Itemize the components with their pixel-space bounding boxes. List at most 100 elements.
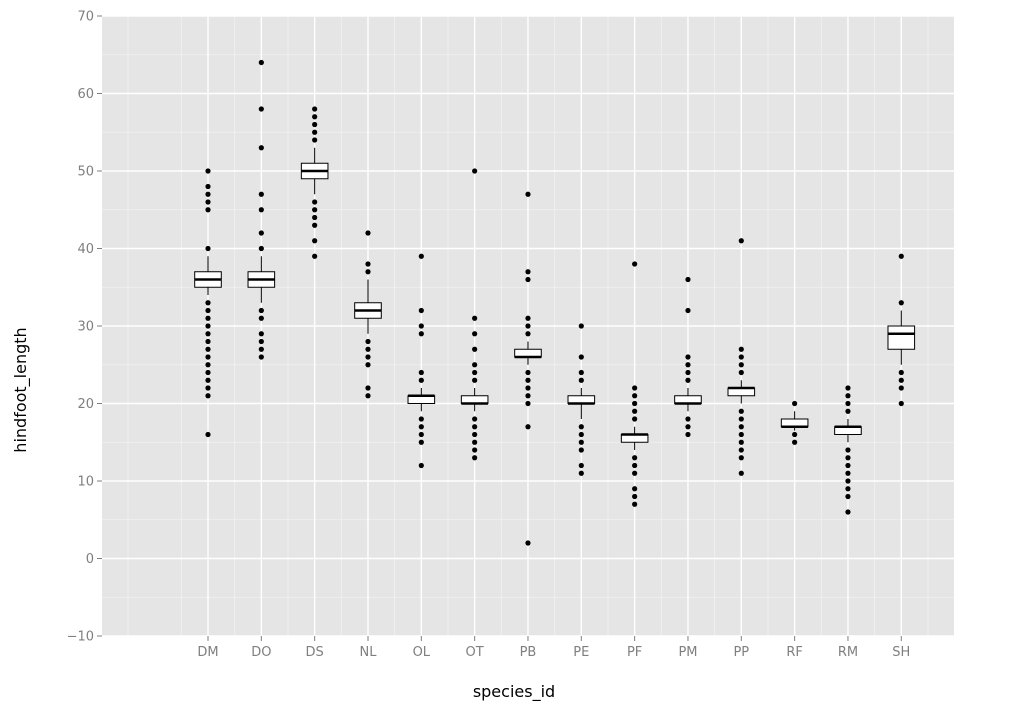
outlier-point — [845, 400, 851, 407]
outlier-point — [685, 276, 691, 283]
outlier-point — [578, 377, 584, 383]
outlier-point — [312, 129, 318, 135]
outlier-point — [258, 338, 264, 345]
outlier-point — [205, 300, 211, 306]
x-tick-label: DS — [306, 645, 324, 660]
box-pf — [620, 261, 649, 507]
outlier-point — [738, 369, 744, 376]
outlier-point — [205, 191, 211, 197]
outlier-point — [845, 462, 851, 469]
outlier-point — [312, 214, 318, 221]
outlier-point — [525, 385, 531, 391]
x-tick-label: DM — [197, 645, 218, 660]
outlier-point — [738, 238, 744, 244]
outlier-point — [578, 354, 584, 360]
outlier-point — [845, 385, 851, 391]
outlier-point — [525, 377, 531, 383]
outlier-point — [258, 191, 264, 197]
outlier-point — [472, 431, 478, 438]
x-tick-label: RF — [786, 645, 803, 660]
outlier-point — [578, 424, 584, 430]
outlier-point — [258, 145, 264, 151]
outlier-point — [578, 439, 584, 445]
outlier-point — [205, 323, 211, 329]
x-tick-label: OL — [413, 645, 431, 660]
outlier-point — [792, 400, 798, 407]
outlier-point — [632, 400, 638, 407]
outlier-point — [205, 183, 211, 190]
outlier-point — [525, 369, 531, 376]
outlier-point — [418, 462, 424, 469]
outlier-point — [312, 222, 318, 228]
outlier-point — [578, 470, 584, 476]
outlier-point — [738, 416, 744, 422]
outlier-point — [685, 354, 691, 360]
outlier-point — [258, 245, 264, 252]
outlier-point — [792, 439, 798, 445]
outlier-point — [898, 253, 904, 259]
outlier-point — [472, 455, 478, 461]
outlier-point — [205, 338, 211, 345]
y-axis: −10 0 10 20 30 40 50 60 70 — [67, 10, 102, 645]
outlier-point — [578, 323, 584, 329]
outlier-point — [738, 346, 744, 352]
outlier-point — [418, 424, 424, 430]
outlier-point — [258, 331, 264, 337]
box-do — [247, 59, 276, 360]
box-series — [194, 59, 916, 546]
outlier-point — [472, 331, 478, 337]
x-tick-label: PP — [733, 645, 749, 660]
y-tick-label: 0 — [86, 552, 94, 567]
outlier-point — [258, 354, 264, 360]
outlier-point — [258, 315, 264, 321]
x-tick-label: PF — [627, 645, 642, 660]
box-iqr — [887, 325, 916, 350]
outlier-point — [418, 377, 424, 383]
outlier-point — [632, 261, 638, 267]
box-ol — [407, 253, 436, 469]
outlier-point — [685, 307, 691, 314]
x-tick-label: DO — [251, 645, 271, 660]
outlier-point — [632, 408, 638, 414]
box-ot — [460, 168, 489, 461]
outlier-point — [365, 393, 371, 399]
outlier-point — [472, 168, 478, 174]
outlier-point — [312, 207, 318, 213]
outlier-point — [312, 253, 318, 259]
outlier-point — [312, 137, 318, 143]
box-rm — [834, 385, 862, 515]
outlier-point — [578, 369, 584, 376]
outlier-point — [632, 470, 638, 476]
outlier-point — [845, 493, 851, 500]
outlier-point — [792, 431, 798, 438]
outlier-point — [205, 385, 211, 391]
y-tick-label: 70 — [77, 10, 94, 25]
outlier-point — [418, 431, 424, 438]
box-nl — [354, 230, 382, 399]
outlier-point — [472, 439, 478, 445]
outlier-point — [312, 106, 318, 112]
outlier-point — [205, 369, 211, 376]
y-tick-label: 20 — [77, 397, 94, 412]
outlier-point — [365, 385, 371, 391]
box-pp — [727, 238, 756, 476]
outlier-point — [845, 455, 851, 461]
outlier-point — [418, 331, 424, 337]
outlier-point — [472, 315, 478, 321]
outlier-point — [472, 377, 478, 383]
outlier-point — [258, 207, 264, 213]
x-tick-label: SH — [892, 645, 910, 660]
outlier-point — [525, 400, 531, 407]
outlier-point — [525, 191, 531, 197]
outlier-point — [525, 331, 531, 337]
outlier-point — [632, 455, 638, 461]
outlier-point — [632, 501, 638, 507]
outlier-point — [365, 261, 371, 267]
x-axis-title: species_id — [473, 682, 555, 702]
outlier-point — [525, 269, 531, 275]
outlier-point — [472, 369, 478, 376]
outlier-point — [845, 509, 851, 515]
outlier-point — [578, 462, 584, 469]
outlier-point — [632, 493, 638, 500]
